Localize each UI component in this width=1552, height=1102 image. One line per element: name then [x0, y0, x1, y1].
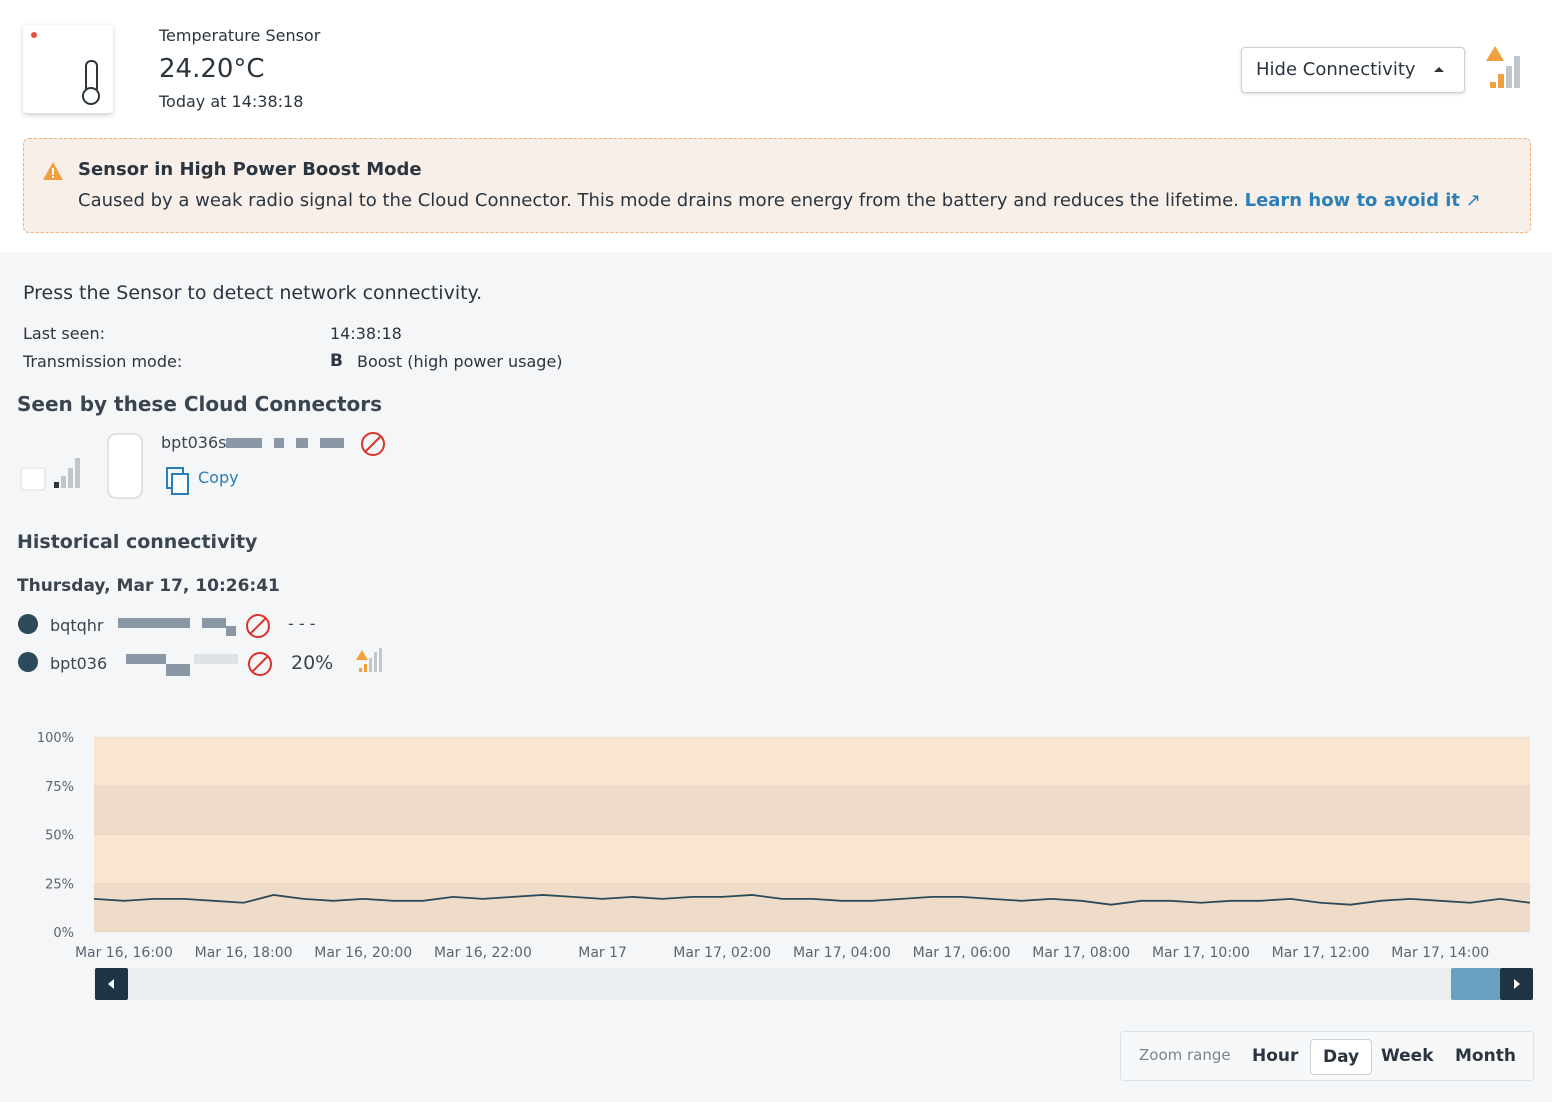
hide-connectivity-button[interactable]: Hide Connectivity [1241, 47, 1465, 93]
sensor-time: Today at 14:38:18 [159, 92, 304, 111]
zoom-option[interactable]: Hour [1252, 1046, 1299, 1066]
band [94, 785, 1530, 835]
entry-value: - - - [288, 614, 316, 633]
signal-icon [1486, 46, 1520, 88]
band [94, 834, 1530, 884]
entry-name: bqtqhr [50, 616, 104, 635]
zoom-option[interactable]: Week [1381, 1046, 1434, 1066]
button-label: Hide Connectivity [1256, 59, 1416, 80]
entry-name: bpt036 [50, 654, 108, 673]
alert-box: Sensor in High Power Boost Mode Caused b… [23, 138, 1531, 233]
alert-text: Caused by a weak radio signal to the Clo… [78, 190, 1481, 211]
alert-link[interactable]: Learn how to avoid it [1244, 190, 1461, 211]
data-line [93, 894, 1531, 906]
entry-value: 20% [291, 652, 334, 674]
x-tick-label: Mar 16, 22:00 [434, 945, 532, 961]
x-tick-label: Mar 16, 16:00 [75, 945, 173, 961]
x-tick-label: Mar 17, 12:00 [1272, 945, 1370, 961]
connector-name: bpt036s [161, 433, 227, 452]
alert-title: Sensor in High Power Boost Mode [78, 159, 422, 180]
chart: 0% 25% 50% 75% 100% Mar 16, 16:00 Mar 16, 18:0… [37, 731, 1533, 1000]
band [94, 883, 1530, 932]
x-tick-label: Mar 17, 04:00 [793, 945, 891, 961]
sensor-icon [23, 25, 113, 113]
x-tick-label: Mar 17, 02:00 [673, 945, 771, 961]
prompt: Press the Sensor to detect network conne… [23, 282, 483, 304]
history-heading: Historical connectivity [17, 531, 258, 553]
y-tick-label: 100% [37, 731, 74, 746]
x-tick-label: Mar 17, 06:00 [913, 945, 1011, 961]
zoom-option[interactable]: Month [1455, 1046, 1516, 1066]
scroll-thumb[interactable] [1451, 968, 1501, 1000]
y-tick-label: 0% [53, 926, 74, 941]
last-seen-label: Last seen: [23, 324, 105, 343]
band [94, 737, 1530, 786]
history-legend [18, 614, 382, 676]
mode-code: B [330, 351, 343, 371]
connectors-heading: Seen by these Cloud Connectors [17, 392, 383, 416]
scroll-track [94, 968, 1532, 1000]
last-seen-value: 14:38:18 [330, 324, 402, 343]
y-tick-label: 75% [45, 780, 74, 795]
y-tick-label: 50% [45, 829, 74, 844]
mode-value: Boost (high power usage) [357, 352, 563, 371]
x-tick-label: Mar 16, 18:00 [195, 945, 293, 961]
sensor-value: 24.20°C [159, 54, 265, 84]
history-date: Thursday, Mar 17, 10:26:41 [17, 576, 280, 596]
y-tick-label: 25% [45, 877, 74, 892]
x-tick-label: Mar 16, 20:00 [314, 945, 412, 961]
alert-body: Caused by a weak radio signal to the Clo… [78, 190, 1239, 211]
x-tick-label: Mar 17 [578, 945, 627, 961]
connector-row [20, 432, 385, 499]
x-tick-label: Mar 17, 14:00 [1391, 945, 1489, 961]
zoom-label: Zoom range [1139, 1046, 1231, 1064]
mode-label: Transmission mode: [23, 352, 183, 371]
zoom-option[interactable]: Day [1310, 1039, 1373, 1075]
x-tick-label: Mar 17, 08:00 [1032, 945, 1130, 961]
sensor-label: Temperature Sensor [159, 26, 321, 45]
copy-button[interactable]: Copy [198, 468, 239, 487]
x-tick-label: Mar 17, 10:00 [1152, 945, 1250, 961]
